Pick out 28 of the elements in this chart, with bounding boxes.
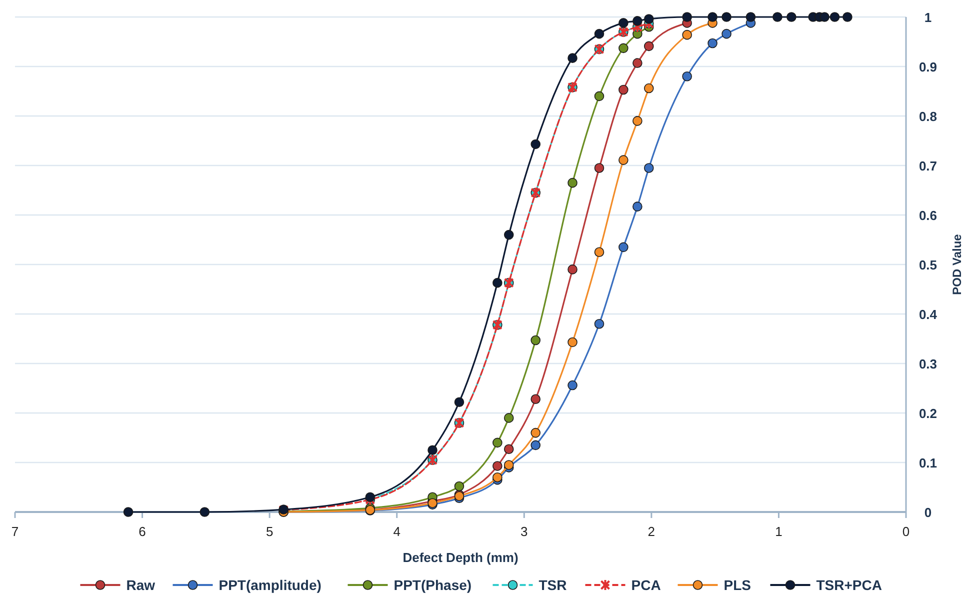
y-axis-title: POD Value (950, 234, 964, 295)
x-axis-title: Defect Depth (mm) (402, 550, 518, 565)
legend-label: TSR+PCA (816, 577, 882, 593)
y-tick-label: 0.9 (918, 60, 938, 74)
legend-label: PPT(Phase) (394, 577, 472, 593)
legend-label: PPT(amplitude) (218, 577, 322, 593)
x-tick-label: 3 (520, 524, 528, 539)
x-tick-label: 1 (775, 524, 782, 539)
y-tick-label: 0.5 (918, 258, 938, 272)
x-tick-label: 5 (266, 524, 274, 539)
x-tick-label: 4 (393, 524, 400, 539)
y-tick-label: 0.4 (918, 307, 938, 322)
legend-label: PLS (724, 577, 751, 593)
y-tick-label: 0.1 (918, 456, 938, 470)
x-tick-label: 7 (11, 524, 19, 539)
legend-label: Raw (126, 577, 156, 593)
y-tick-label: 0.7 (918, 158, 938, 174)
legend-label: TSR (538, 577, 567, 593)
y-tick-label: 0.6 (918, 208, 938, 223)
legend-label: PCA (631, 577, 661, 593)
y-tick-label: 0 (924, 505, 932, 520)
y-tick-label: 0.3 (918, 356, 938, 372)
y-tick-label: 1 (924, 10, 932, 25)
y-tick-label: 0.8 (918, 109, 938, 124)
x-tick-label: 6 (138, 524, 146, 539)
x-tick-label: 0 (902, 524, 910, 539)
y-tick-label: 0.2 (918, 406, 938, 421)
x-tick-label: 2 (648, 524, 656, 539)
